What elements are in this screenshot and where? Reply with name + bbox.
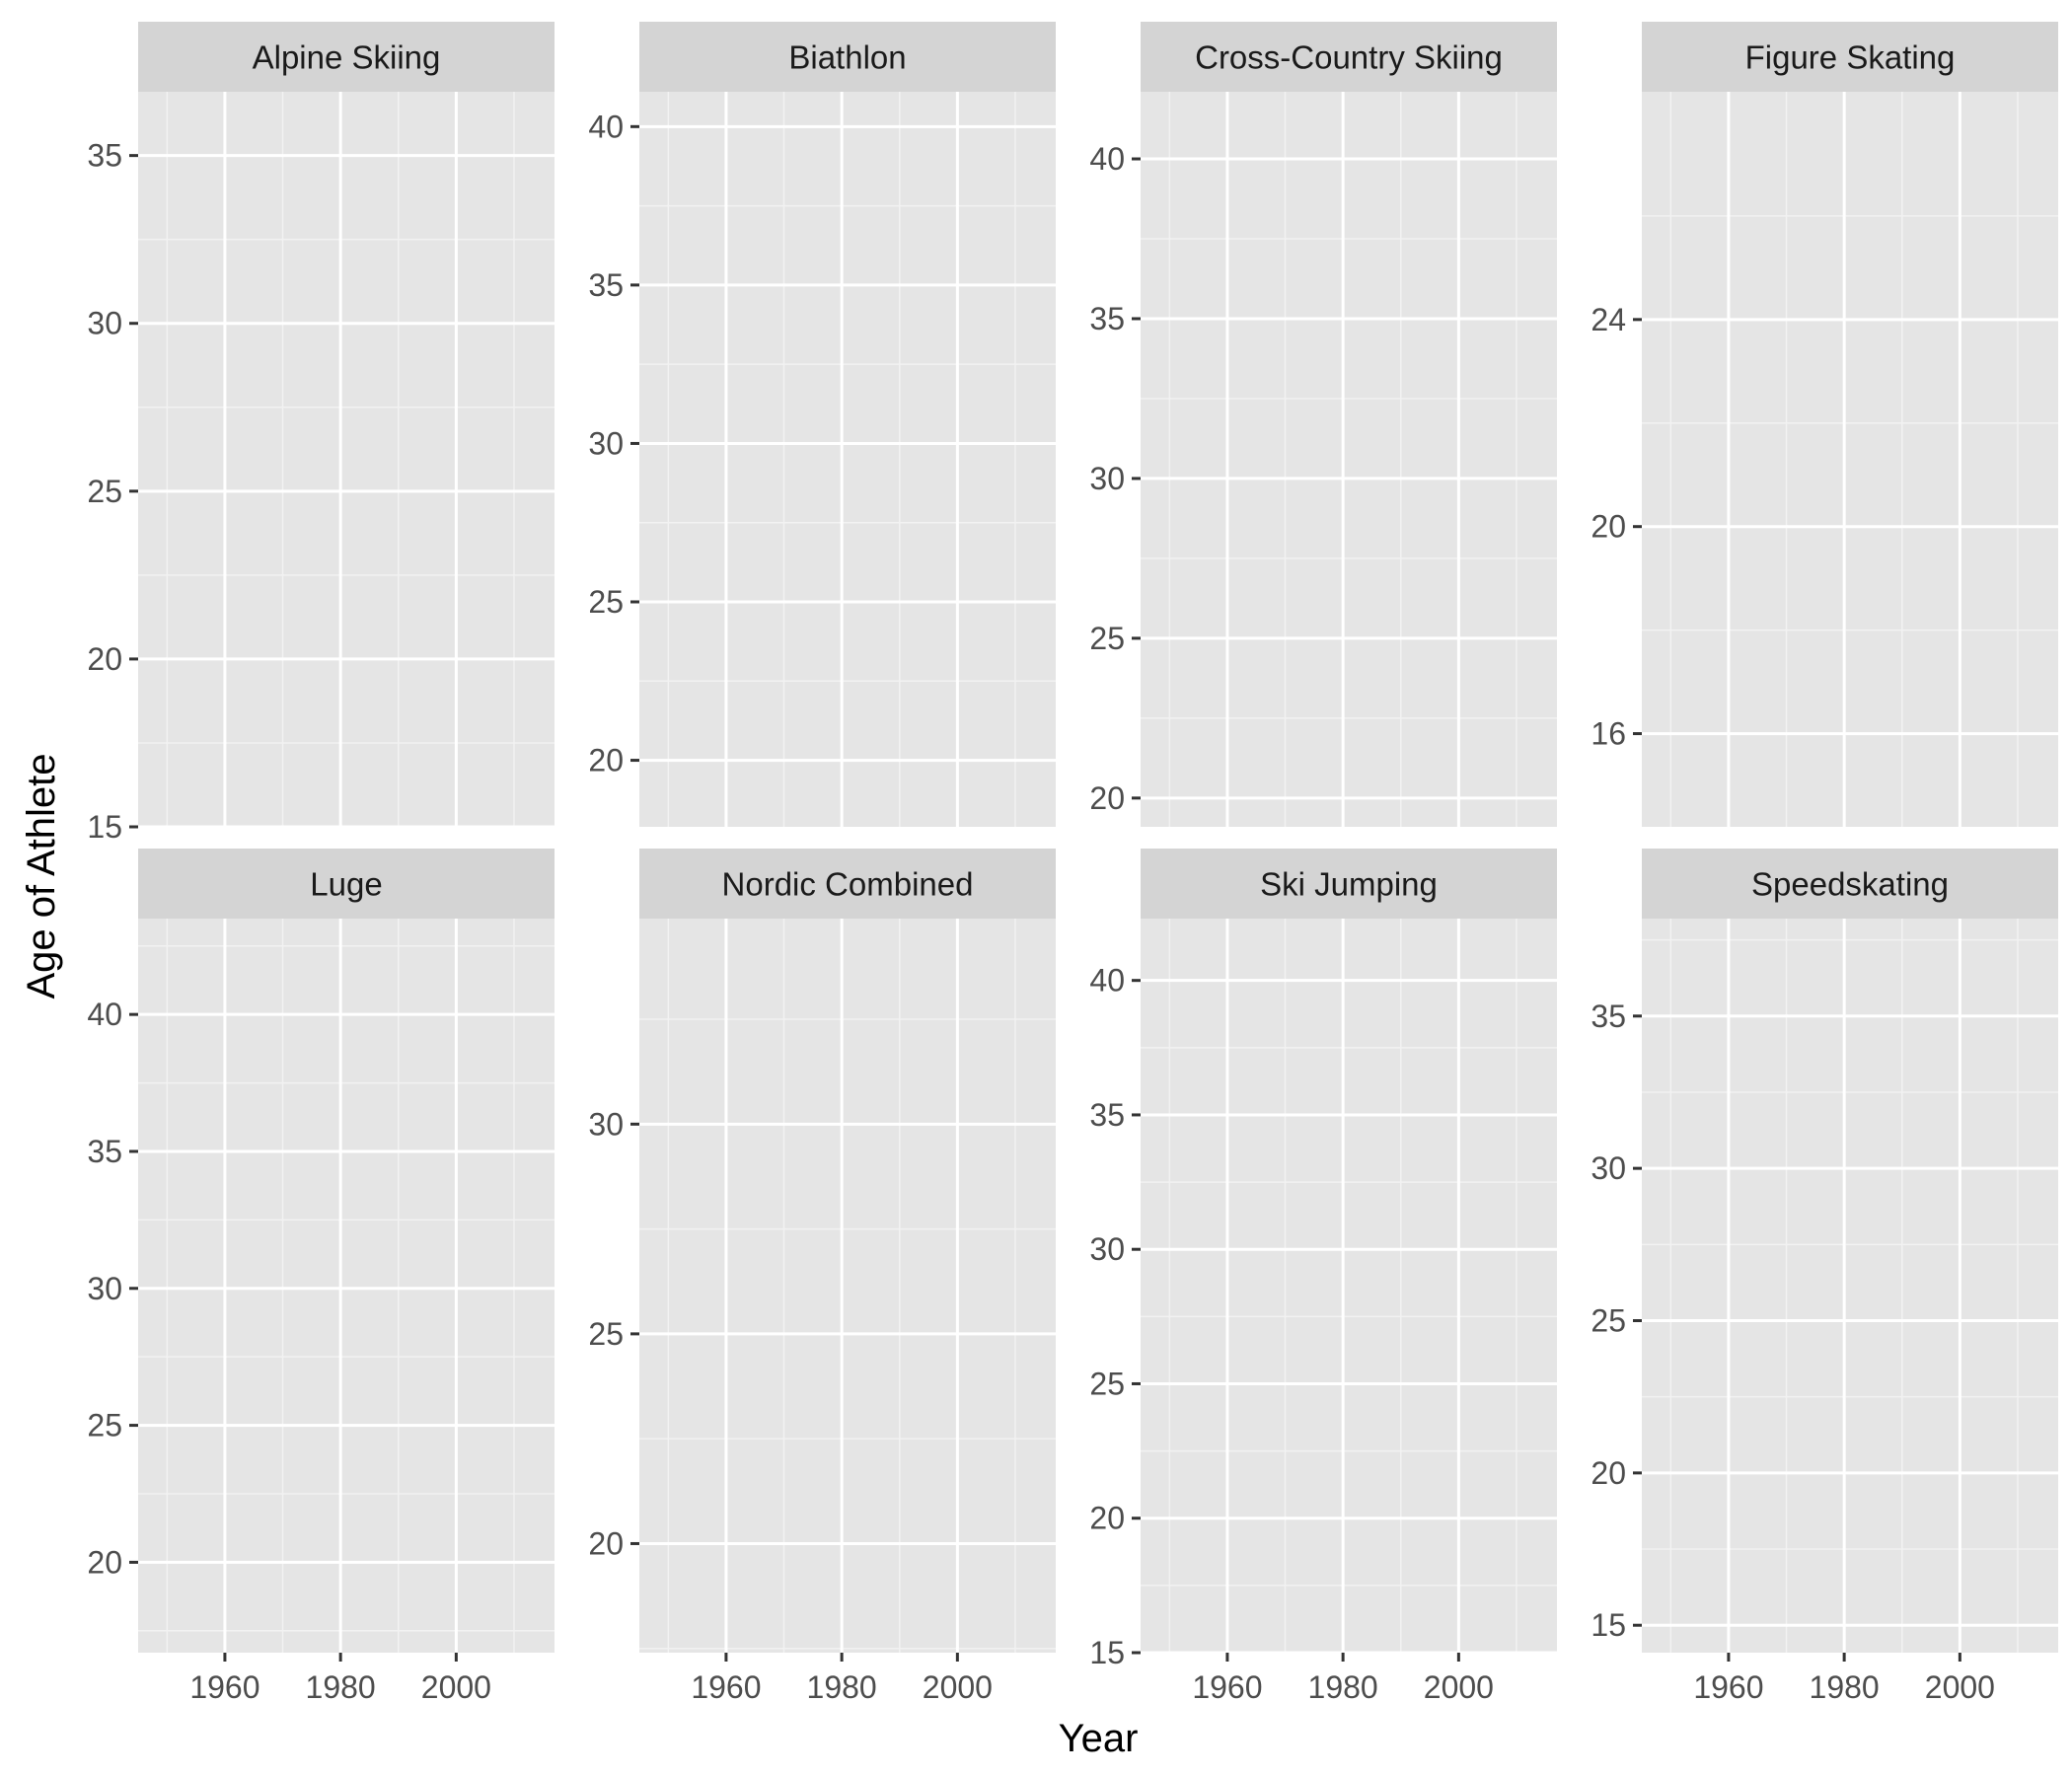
y-tick-label: 40 xyxy=(87,997,122,1032)
x-tick-label: 2000 xyxy=(923,1669,993,1705)
facet-strip-label: Luge xyxy=(310,866,382,903)
facet-panels: Alpine Skiing 15 20 25 30 35 Biathlon 20 25 30 35 4… xyxy=(87,22,2058,1705)
y-tick-label: 35 xyxy=(1089,301,1125,336)
y-tick-label: 20 xyxy=(1089,1501,1125,1536)
facet-panel: Figure Skating 16 20 24 xyxy=(1591,22,2058,827)
facet-panel: Ski Jumping 15 20 25 30 35 40 1960 1980 2000 xyxy=(1089,849,1557,1705)
x-tick-label: 1960 xyxy=(691,1669,761,1705)
y-tick-label: 15 xyxy=(87,809,122,845)
facet-strip xyxy=(138,849,555,919)
x-tick-label: 1960 xyxy=(189,1669,259,1705)
facet-strip-label: Ski Jumping xyxy=(1260,866,1438,903)
y-tick-label: 30 xyxy=(1089,1231,1125,1267)
x-tick-label: 1980 xyxy=(1810,1669,1880,1705)
y-tick-label: 35 xyxy=(87,1134,122,1169)
y-tick-label: 40 xyxy=(1089,963,1125,999)
y-tick-label: 40 xyxy=(1089,141,1125,177)
x-tick-label: 1980 xyxy=(306,1669,376,1705)
facet-strip xyxy=(1642,849,2058,919)
panel-background xyxy=(138,919,555,1653)
y-tick-label: 25 xyxy=(1591,1303,1626,1339)
y-tick-label: 35 xyxy=(87,138,122,174)
y-tick-label: 15 xyxy=(1089,1635,1125,1670)
panel-background xyxy=(138,92,555,827)
y-axis-title: Age of Athlete xyxy=(20,753,63,999)
y-tick-label: 20 xyxy=(1591,1455,1626,1491)
y-tick-label: 15 xyxy=(1591,1607,1626,1643)
facet-panel: Luge 20 25 30 35 40 1960 1980 2000 xyxy=(87,849,555,1705)
facet-strip xyxy=(639,849,1056,919)
y-tick-label: 24 xyxy=(1591,302,1626,337)
facet-panel: Nordic Combined 20 25 30 1960 1980 2000 xyxy=(588,849,1056,1705)
x-tick-label: 1960 xyxy=(1192,1669,1262,1705)
y-tick-label: 16 xyxy=(1591,716,1626,752)
facet-strip-label: Speedskating xyxy=(1751,866,1949,903)
y-tick-label: 25 xyxy=(588,584,624,620)
facet-strip-label: Figure Skating xyxy=(1745,39,1956,76)
y-tick-label: 25 xyxy=(87,474,122,509)
x-tick-label: 1980 xyxy=(807,1669,877,1705)
facet-panel: Speedskating 15 20 25 30 35 1960 1980 2000 xyxy=(1591,849,2058,1705)
panel-background xyxy=(639,92,1056,827)
panel-background xyxy=(1642,919,2058,1653)
y-tick-label: 20 xyxy=(588,743,624,778)
y-tick-label: 20 xyxy=(1591,509,1626,545)
facet-panel: Cross-Country Skiing 20 25 30 35 40 xyxy=(1089,22,1557,827)
y-tick-label: 20 xyxy=(1089,780,1125,816)
y-tick-label: 35 xyxy=(1089,1097,1125,1133)
y-tick-label: 25 xyxy=(1089,1366,1125,1401)
facet-strip xyxy=(1141,22,1557,92)
x-axis-title: Year xyxy=(1059,1717,1139,1760)
panel-background xyxy=(1642,92,2058,827)
y-tick-label: 20 xyxy=(588,1525,624,1561)
panel-background xyxy=(1141,92,1557,827)
y-tick-label: 20 xyxy=(87,641,122,677)
x-tick-label: 1980 xyxy=(1308,1669,1378,1705)
facet-strip xyxy=(1642,22,2058,92)
y-tick-label: 25 xyxy=(87,1408,122,1443)
facet-strip-label: Nordic Combined xyxy=(722,866,974,903)
y-tick-label: 35 xyxy=(1591,999,1626,1034)
x-tick-label: 1960 xyxy=(1693,1669,1763,1705)
x-tick-label: 2000 xyxy=(421,1669,491,1705)
panel-background xyxy=(639,919,1056,1653)
facet-panel: Alpine Skiing 15 20 25 30 35 xyxy=(87,22,555,845)
y-tick-label: 25 xyxy=(1089,621,1125,656)
facet-strip xyxy=(639,22,1056,92)
x-tick-label: 2000 xyxy=(1424,1669,1494,1705)
y-tick-label: 30 xyxy=(87,306,122,341)
x-tick-label: 2000 xyxy=(1925,1669,1995,1705)
facet-panel: Biathlon 20 25 30 35 40 xyxy=(588,22,1056,827)
facet-strip-label: Alpine Skiing xyxy=(253,39,441,76)
y-tick-label: 30 xyxy=(588,425,624,461)
y-tick-label: 30 xyxy=(87,1271,122,1306)
facet-strip-label: Cross-Country Skiing xyxy=(1195,39,1503,76)
y-tick-label: 30 xyxy=(1089,461,1125,496)
y-tick-label: 40 xyxy=(588,109,624,144)
facet-strip xyxy=(1141,849,1557,919)
y-tick-label: 20 xyxy=(87,1544,122,1580)
facet-strip xyxy=(138,22,555,92)
panel-background xyxy=(1141,919,1557,1653)
facet-strip-label: Biathlon xyxy=(788,39,906,76)
y-tick-label: 30 xyxy=(1591,1150,1626,1186)
y-tick-label: 35 xyxy=(588,267,624,303)
y-tick-label: 25 xyxy=(588,1316,624,1352)
y-tick-label: 30 xyxy=(588,1106,624,1142)
